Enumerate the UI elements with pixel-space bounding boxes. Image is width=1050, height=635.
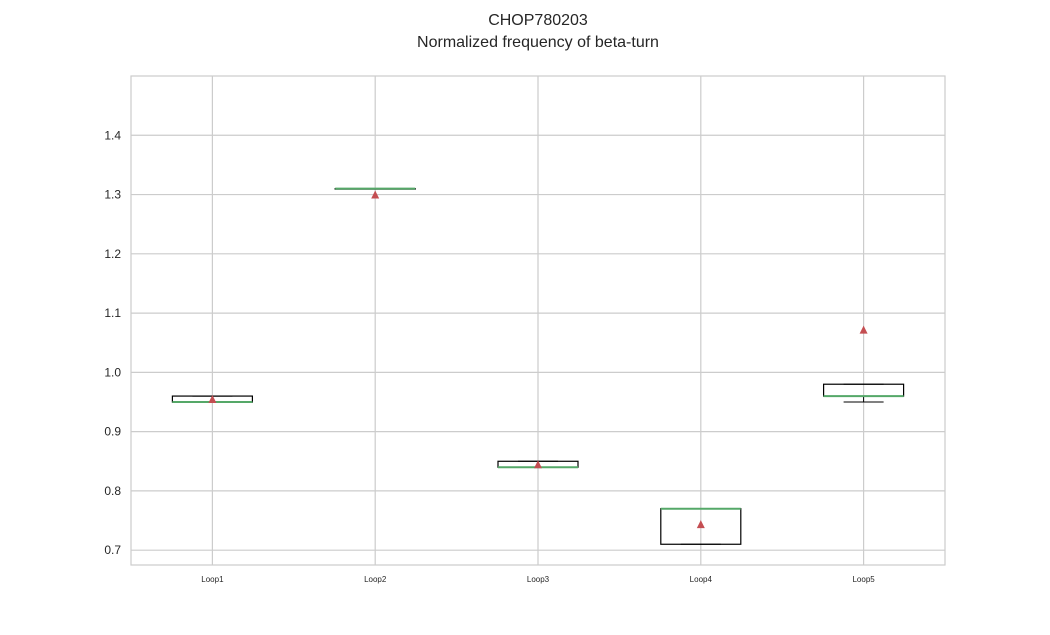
box-loop1 <box>171 395 253 404</box>
y-tick-label: 0.7 <box>104 543 121 557</box>
box-loop3 <box>497 460 579 469</box>
plot-frame <box>130 75 946 566</box>
y-tick-label: 1.0 <box>104 365 121 379</box>
chart-subtitle: Normalized frequency of beta-turn <box>417 34 659 51</box>
x-tick-label: Loop2 <box>364 575 387 584</box>
box-loop2 <box>334 187 416 199</box>
grid-lines <box>131 76 945 565</box>
y-tick-label: 0.9 <box>104 425 121 439</box>
y-tick-label: 1.4 <box>104 128 121 142</box>
mean-marker <box>371 190 380 199</box>
box-series <box>171 187 905 545</box>
mean-marker <box>859 325 868 334</box>
x-tick-label: Loop1 <box>201 575 224 584</box>
y-tick-label: 1.1 <box>104 306 121 320</box>
y-axis-ticks: 0.7 0.8 0.9 1.0 1.1 1.2 1.3 1.4 <box>104 128 121 557</box>
y-tick-label: 1.3 <box>104 188 121 202</box>
x-tick-label: Loop3 <box>527 575 550 584</box>
mean-marker <box>696 520 705 529</box>
mean-marker <box>208 395 217 404</box>
y-tick-label: 1.2 <box>104 247 121 261</box>
chart-title: CHOP780203 <box>488 12 588 29</box>
x-tick-label: Loop5 <box>852 575 875 584</box>
x-tick-label: Loop4 <box>690 575 713 584</box>
box-loop4 <box>660 507 742 545</box>
box-loop5 <box>822 325 905 403</box>
y-tick-label: 0.8 <box>104 484 121 498</box>
x-axis-ticks: Loop1 Loop2 Loop3 Loop4 Loop5 <box>201 575 875 584</box>
mean-marker <box>534 460 542 469</box>
